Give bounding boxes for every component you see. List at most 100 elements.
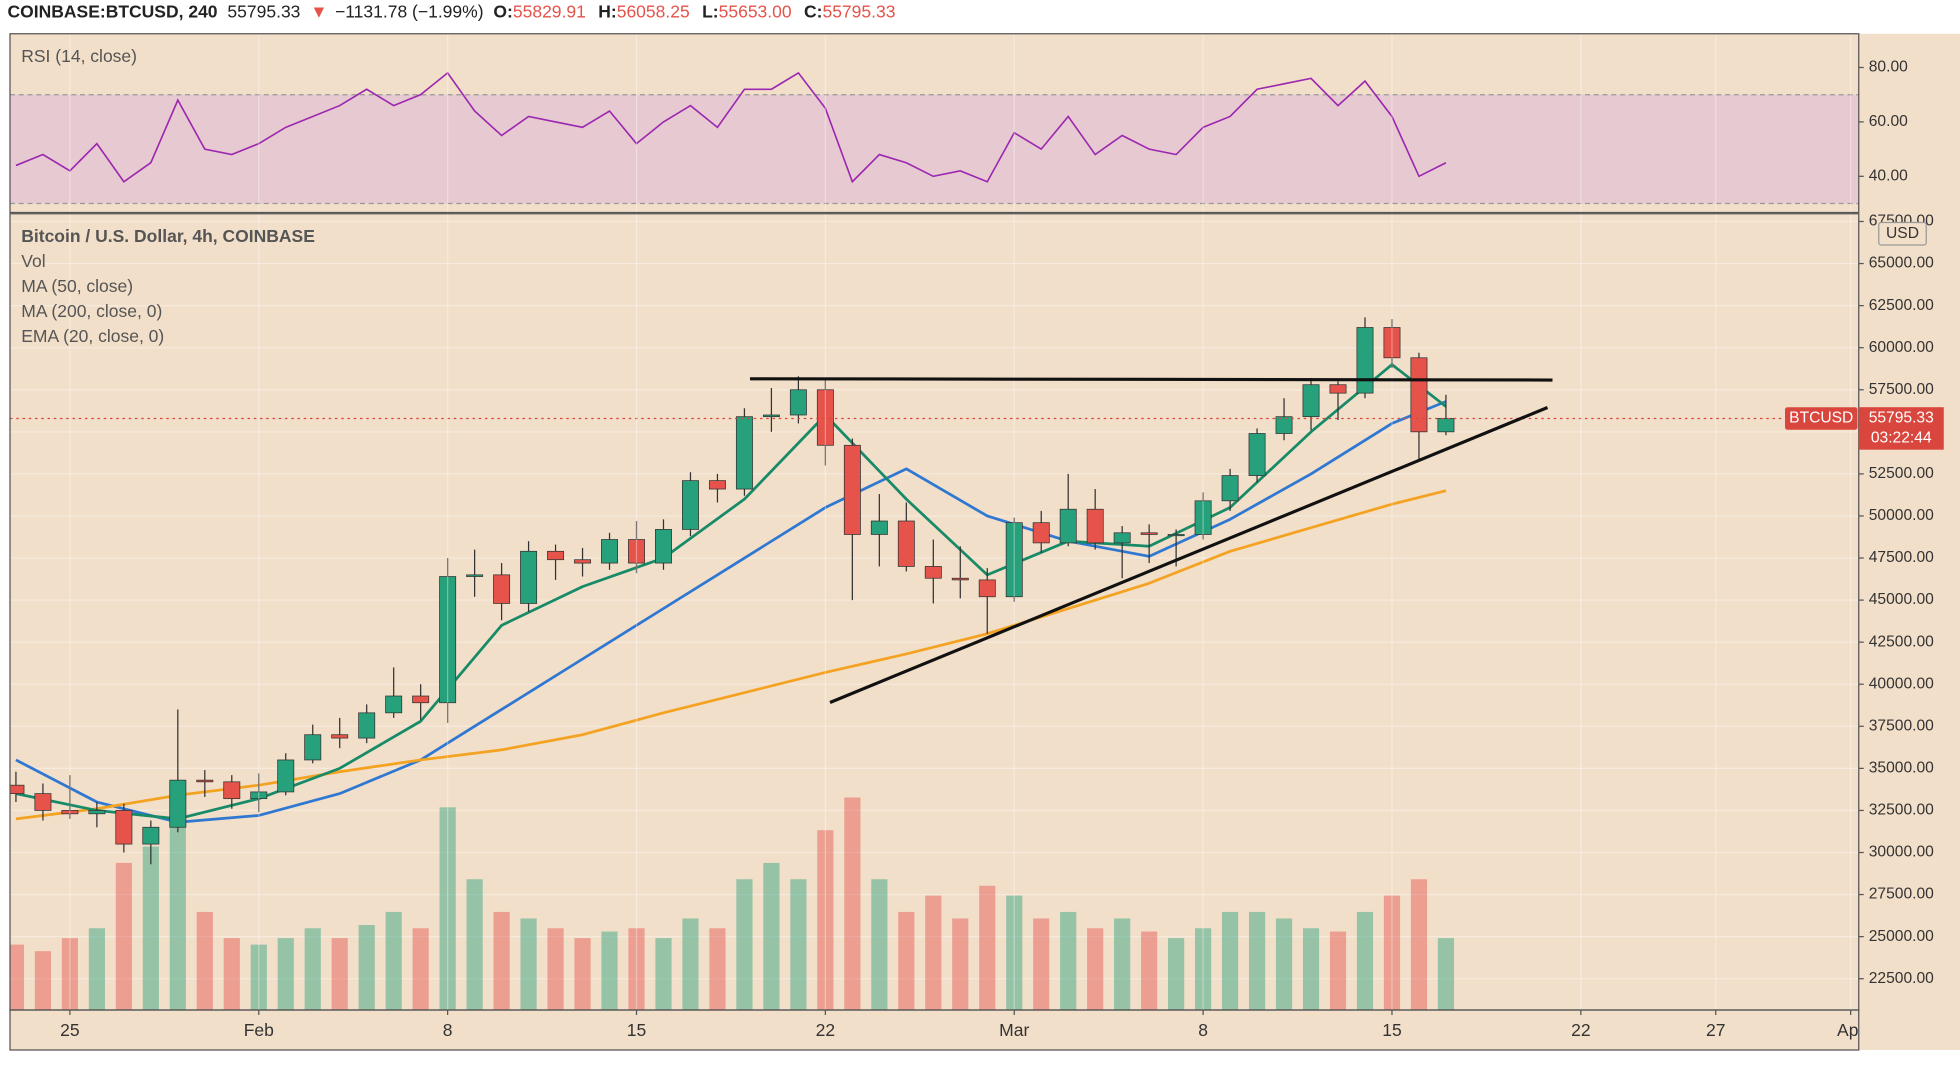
candle-body: [304, 734, 322, 761]
rsi-line: [15, 71, 1447, 184]
volume-bar: [493, 911, 510, 1010]
candle-body: [735, 416, 753, 490]
candle-body: [1275, 416, 1293, 434]
y-tick-label: 40000.00: [1869, 675, 1934, 692]
last-price-symbol-box: [1785, 407, 1858, 430]
volume-bar: [682, 918, 699, 1010]
candle-body: [816, 389, 834, 446]
support-line: [829, 406, 1549, 704]
volume-bar: [844, 797, 861, 1010]
volume-bar: [1356, 911, 1374, 1010]
candle-body: [1113, 532, 1131, 544]
candle-body: [385, 695, 403, 714]
volume-bar: [115, 862, 132, 1010]
x-tick-label: 15: [627, 1020, 646, 1040]
volume-bar: [925, 895, 942, 1010]
volume-bar: [520, 918, 537, 1010]
candle-body: [493, 574, 511, 604]
drawings: [749, 377, 1553, 704]
volume-bar: [439, 807, 456, 1010]
candle-body: [34, 793, 52, 811]
volume-bar: [952, 918, 969, 1010]
candle-body: [1437, 418, 1455, 433]
candle-body: [223, 781, 241, 800]
volume-bar: [1383, 895, 1401, 1010]
candle-body: [1248, 433, 1266, 476]
low-label: L:: [702, 1, 719, 21]
ma-line: [15, 400, 1447, 824]
open-label: O:: [493, 1, 512, 21]
rsi-title: RSI (14, close): [21, 46, 137, 66]
x-tick-label: 22: [816, 1020, 835, 1040]
candle-body: [601, 539, 618, 564]
volume-bar: [358, 925, 375, 1010]
x-tick-label: Feb: [244, 1020, 274, 1040]
volume-bar: [1168, 938, 1185, 1010]
volume-bar: [790, 879, 807, 1010]
legend-entry: Vol: [21, 251, 45, 271]
candle-body: [277, 759, 295, 793]
candle-body: [169, 779, 187, 828]
x-tick-label: 8: [443, 1020, 453, 1040]
volume-bar: [196, 911, 213, 1010]
volume-bar: [1248, 911, 1266, 1010]
candle-body: [1221, 475, 1239, 502]
last-price-box: [1858, 407, 1944, 450]
candle-body: [1032, 522, 1050, 544]
volume-bar: [304, 928, 321, 1010]
volume-bar: [277, 938, 294, 1010]
candle-body: [1356, 327, 1374, 394]
volume-bar: [574, 938, 591, 1010]
candle-body: [331, 734, 349, 739]
rsi-tick-label: 60.00: [1869, 113, 1908, 130]
volume-bar: [709, 928, 726, 1010]
candle-body: [61, 810, 79, 815]
x-tick-label: 27: [1706, 1020, 1725, 1040]
y-tick-label: 52500.00: [1869, 465, 1934, 482]
header-text: COINBASE:BTCUSD, 240 55795.33 ▼ −1131.78…: [8, 1, 896, 21]
candle-body: [358, 712, 376, 739]
volume-bar: [142, 846, 159, 1010]
x-tick-label: 22: [1571, 1020, 1590, 1040]
candle-body: [681, 480, 699, 530]
candle-body: [897, 520, 915, 567]
volume-bar: [655, 938, 672, 1010]
high: 56058.25: [617, 1, 690, 21]
candle-body: [88, 810, 106, 815]
volume-bar: [223, 938, 240, 1010]
chart-layer: [10, 33, 1859, 1010]
x-tick-label: 25: [60, 1020, 79, 1040]
price: 55795.33: [227, 1, 300, 21]
volume-bar: [385, 911, 402, 1010]
volume-bar: [817, 830, 834, 1010]
volume-bar: [169, 813, 186, 1010]
volume-bar: [1033, 918, 1050, 1010]
candle-body: [142, 826, 160, 845]
candle-body: [574, 559, 592, 564]
candle-body: [843, 444, 861, 535]
rsi-band: [10, 94, 1859, 204]
volume-bar: [1114, 918, 1131, 1010]
candle-body: [951, 577, 969, 581]
candle-body: [789, 389, 807, 416]
candle-body: [196, 779, 214, 783]
y-tick-label: 60000.00: [1869, 339, 1934, 356]
candle-body: [547, 550, 565, 561]
y-tick-label: 62500.00: [1869, 297, 1934, 314]
candle-body: [1086, 508, 1104, 544]
y-tick-label: 65000.00: [1869, 255, 1934, 272]
y-tick-label: 25000.00: [1869, 928, 1934, 945]
x-tick-label: 15: [1382, 1020, 1401, 1040]
open: 55829.91: [513, 1, 586, 21]
volume-bar: [1087, 928, 1104, 1010]
y-tick-label: 42500.00: [1869, 633, 1934, 650]
volume-bar: [763, 862, 780, 1010]
candle-body: [1167, 534, 1185, 537]
volume-bar: [1141, 931, 1158, 1010]
rsi-tick-label: 80.00: [1869, 59, 1908, 76]
candle-body: [628, 539, 645, 564]
rsi-frame: [9, 33, 1860, 214]
y-tick-label: 57500.00: [1869, 381, 1934, 398]
candle-body: [1005, 522, 1023, 598]
